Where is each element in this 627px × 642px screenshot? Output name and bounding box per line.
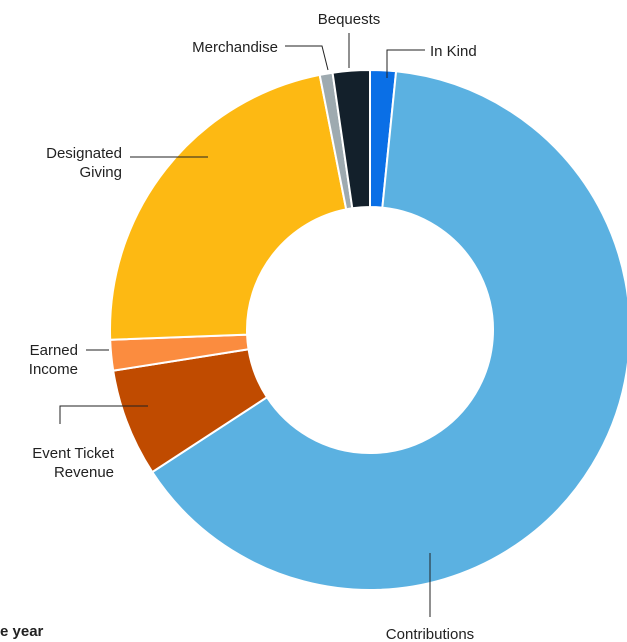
slice-label-contributions: Contributions [386,626,474,642]
slices-group [109,68,627,591]
slice-label-bequests: Bequests [318,11,381,28]
slice-label-earned-income: Earned Income [29,342,78,378]
cut-off-caption: e year [0,623,44,640]
leader-lines-group [59,33,431,617]
slice-contributions [150,70,627,591]
slice-label-designated-giving: Designated Giving [46,145,122,181]
leader-line-in-kind [386,49,425,78]
slice-label-merchandise: Merchandise [192,39,278,56]
leader-line-merchandise [285,45,329,71]
slice-label-in-kind: In Kind [430,43,477,60]
labels-group: In Kind Contributions Event Ticket Revenue E… [29,11,477,642]
slice-designated-giving [109,73,348,341]
slice-label-event-ticket-revenue: Event Ticket Revenue [32,445,115,481]
leader-line-event-ticket-revenue [59,405,148,424]
slice-bequests [331,68,371,210]
